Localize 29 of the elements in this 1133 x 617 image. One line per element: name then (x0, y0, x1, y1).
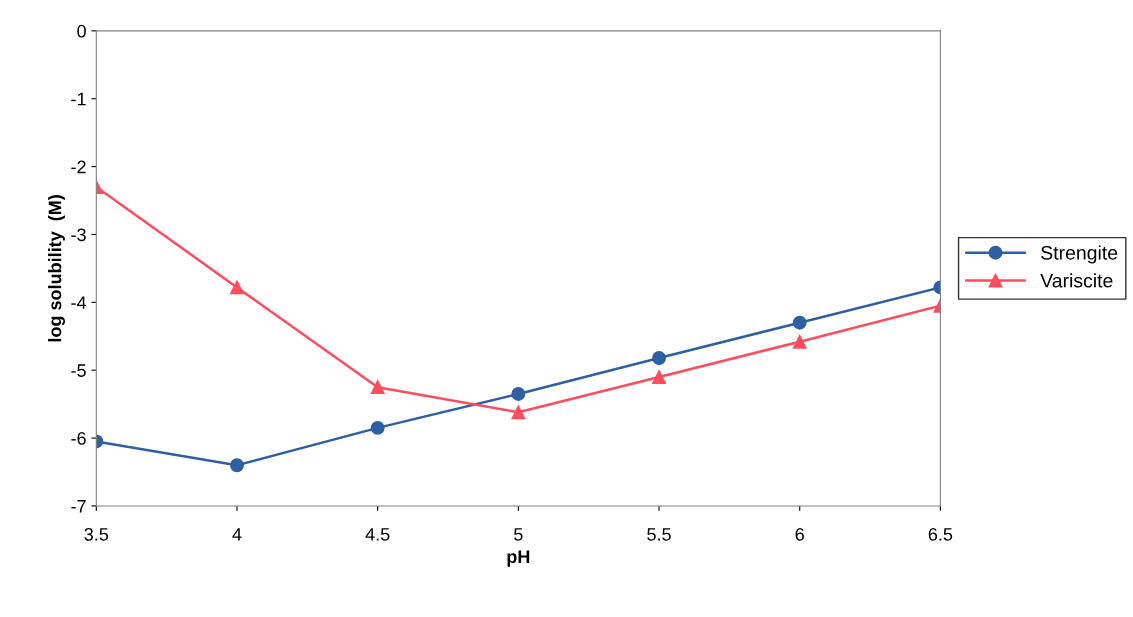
point (652, 351, 666, 365)
y-tick-label: -5 (71, 364, 86, 377)
legend-label: Variscite (1040, 273, 1113, 288)
x-tick-label: 6.5 (928, 527, 953, 541)
y-axis-title: log solubility (M) (48, 195, 65, 342)
x-tick-label: 3.5 (84, 527, 109, 541)
point (652, 370, 666, 384)
x-tick-label: 5 (514, 528, 523, 541)
x-tick-label: 4 (232, 528, 242, 541)
point (370, 380, 385, 395)
y-tick-label: 0 (77, 24, 86, 38)
x-tick-label: 4.5 (365, 528, 390, 541)
point (792, 334, 807, 349)
y-tick-label: -4 (71, 296, 87, 309)
y-tick-label: -1 (71, 92, 86, 106)
point (511, 387, 526, 401)
point (230, 280, 244, 295)
x-tick-label: 6 (795, 527, 804, 541)
x-tick-label: 5.5 (647, 528, 671, 541)
y-tick-label: -7 (71, 500, 86, 513)
legend-label: Strengite (1041, 245, 1118, 264)
point (792, 315, 807, 330)
point (230, 458, 244, 473)
point (370, 420, 385, 435)
y-tick-label: -6 (71, 432, 86, 445)
y-tick-label: -3 (71, 228, 86, 242)
point (511, 405, 526, 420)
y-tick-label: -2 (71, 160, 86, 174)
x-axis-title: pH (507, 550, 530, 567)
